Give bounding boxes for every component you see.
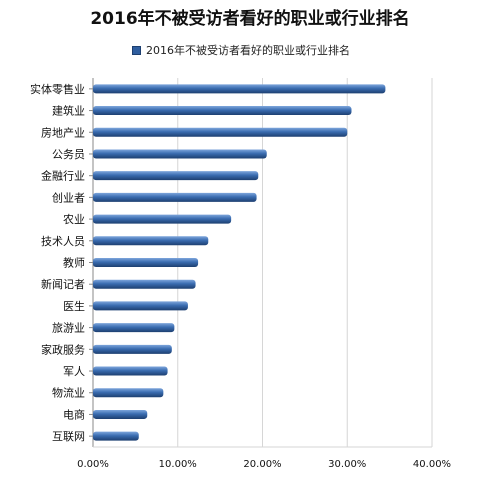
bar [93,192,257,202]
category-label: 金融行业 [41,169,85,183]
category-label: 旅游业 [52,321,85,335]
x-tick-label: 40.00% [413,459,451,470]
category-label: 教师 [63,257,85,270]
bar [93,301,188,311]
bar [93,431,139,441]
bar [93,149,267,159]
bar [93,106,352,116]
category-label: 建筑业 [52,104,85,118]
category-label: 实体零售业 [30,82,85,96]
category-label: 电商 [63,407,85,421]
category-label: 农业 [63,212,85,226]
bar [93,409,148,419]
x-tick-label: 10.00% [159,459,197,470]
bar [93,344,172,354]
bar [93,258,199,267]
legend-label: 2016年不被受访者看好的职业或行业排名 [146,44,350,57]
category-label: 军人 [63,365,85,378]
x-tick-label: 0.00% [77,459,109,470]
x-tick-label: 30.00% [328,459,366,470]
bar [93,84,386,94]
bar [93,171,259,181]
category-label: 新闻记者 [41,277,85,291]
category-label: 家政服务 [41,342,85,356]
bar [93,236,209,246]
legend-swatch [132,45,141,55]
bar [93,279,196,289]
legend: 2016年不被受访者看好的职业或行业排名 [132,42,350,58]
bar [93,388,164,398]
category-label: 创业者 [52,191,85,204]
chart-title: 2016年不被受访者看好的职业或行业排名 [90,9,410,29]
x-tick-label: 20.00% [243,459,281,470]
bar [93,323,175,333]
bar [93,127,348,137]
category-label: 互联网 [52,430,85,443]
category-label: 医生 [63,299,85,313]
bar [93,214,232,224]
bar [93,366,168,376]
category-label: 房地产业 [41,125,85,139]
category-label: 公务员 [52,148,85,161]
category-label: 技术人员 [41,235,85,248]
category-label: 物流业 [52,386,85,400]
